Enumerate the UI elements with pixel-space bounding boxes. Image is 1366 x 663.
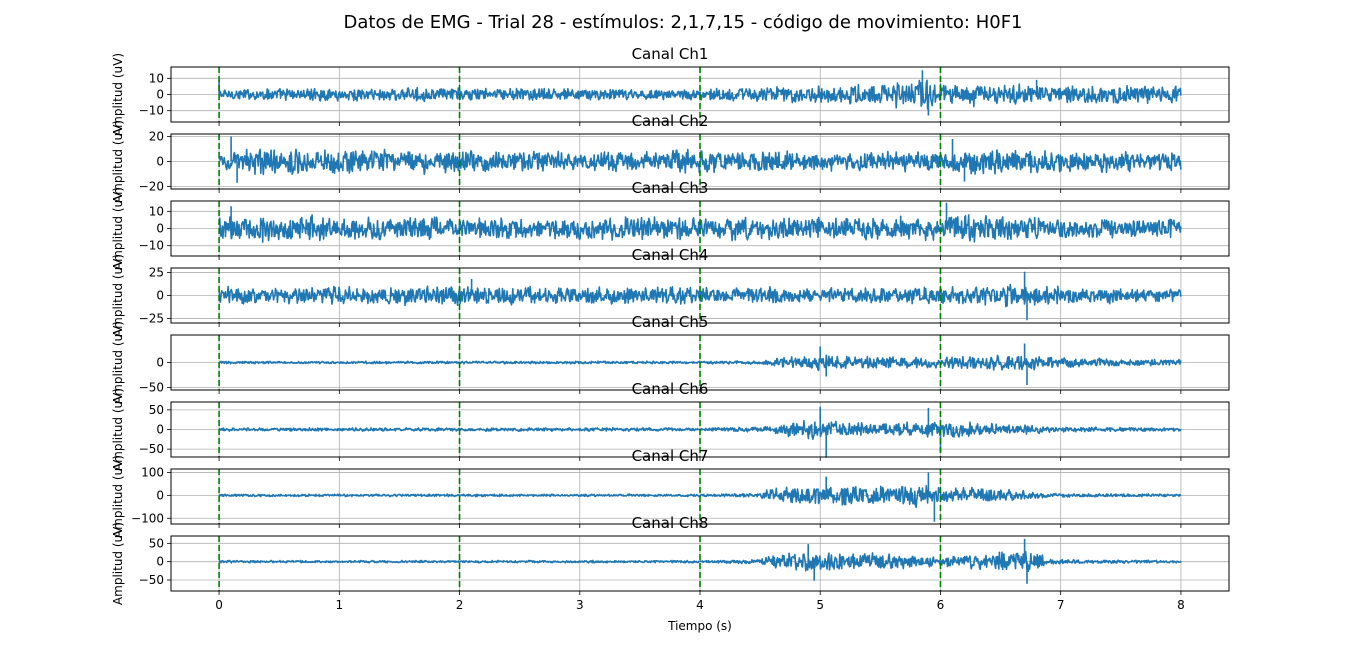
panel-title: Canal Ch6 — [632, 380, 709, 398]
y-tick-label: 0 — [156, 88, 164, 102]
x-tick-label: 3 — [576, 598, 584, 612]
signal-peak — [819, 406, 942, 458]
x-tick-label: 0 — [215, 598, 223, 612]
y-tick-label: 20 — [149, 130, 164, 144]
signal-line — [218, 551, 1182, 573]
panel-6: 50 0 −50 Canal Ch6 Amplitud (uV) — [111, 380, 1230, 471]
y-tick-label: −50 — [139, 381, 164, 395]
y-tick-label: 10 — [149, 204, 164, 218]
y-tick-label: 0 — [156, 289, 164, 303]
y-tick-label: 0 — [156, 222, 164, 236]
y-tick-label: 0 — [156, 555, 164, 569]
y-tick-label: −10 — [139, 239, 164, 253]
panel-title: Canal Ch3 — [632, 179, 709, 197]
x-tick-label: 8 — [1177, 598, 1185, 612]
y-tick-label: 100 — [141, 465, 164, 479]
panel-title: Canal Ch4 — [632, 246, 709, 264]
y-axis-label: Amplitud (uV) — [111, 321, 125, 404]
signal-peak — [807, 538, 1028, 584]
signal-peak — [819, 343, 1028, 385]
y-axis-label: Amplitud (uV) — [111, 455, 125, 538]
panel-title: Canal Ch2 — [632, 112, 709, 130]
panel-7: 100 0 −100 Canal Ch7 Amplitud (uV) — [111, 447, 1230, 538]
signal-peak — [470, 271, 1028, 321]
y-tick-label: −50 — [139, 442, 164, 456]
y-tick-label: 0 — [156, 155, 164, 169]
y-axis-label: Amplitud (uV) — [111, 522, 125, 605]
panel-title: Canal Ch7 — [632, 447, 709, 465]
y-tick-label: 0 — [156, 488, 164, 502]
y-tick-label: 50 — [149, 403, 164, 417]
x-axis-label: Tiempo (s) — [667, 619, 732, 633]
x-tick-label: 1 — [335, 598, 343, 612]
panel-title: Canal Ch1 — [632, 45, 709, 63]
signal-line — [218, 79, 1182, 110]
y-tick-label: 10 — [149, 71, 164, 85]
y-axis-label: Amplitud (uV) — [111, 120, 125, 203]
panel-title: Canal Ch5 — [632, 313, 709, 331]
signal-peak — [825, 472, 936, 522]
y-axis-label: Amplitud (uV) — [111, 254, 125, 337]
y-tick-label: 25 — [149, 266, 164, 280]
panel-3: 10 0 −10 Canal Ch3 Amplitud (uV) — [111, 179, 1230, 270]
y-tick-label: 0 — [156, 423, 164, 437]
x-tick-label: 4 — [696, 598, 704, 612]
panel-1: 10 0 −10 Canal Ch1 Amplitud (uV) — [111, 45, 1230, 136]
y-tick-label: −25 — [139, 311, 164, 325]
y-tick-label: −50 — [139, 573, 164, 587]
y-tick-label: −100 — [131, 511, 164, 525]
panel-4: 25 0 −25 Canal Ch4 Amplitud (uV) — [111, 246, 1230, 337]
y-axis-label: Amplitud (uV) — [111, 53, 125, 136]
panel-title: Canal Ch8 — [632, 514, 709, 532]
y-tick-label: 0 — [156, 356, 164, 370]
signal-peak — [230, 202, 948, 229]
x-tick-label: 6 — [937, 598, 945, 612]
panel-8: 50 0 −50 Canal Ch8 Amplitud (uV) 0 1 2 3 4 5 6 7 8 — [111, 514, 1230, 612]
y-tick-label: −20 — [139, 180, 164, 194]
panel-2: 20 0 −20 Canal Ch2 Amplitud (uV) — [111, 112, 1230, 203]
x-tick-label: 7 — [1057, 598, 1065, 612]
y-axis-label: Amplitud (uV) — [111, 187, 125, 270]
signal-peak — [230, 136, 966, 183]
signal-peak — [218, 70, 1038, 116]
panel-5: 0 −50 Canal Ch5 Amplitud (uV) — [111, 313, 1230, 404]
figure-title: Datos de EMG - Trial 28 - estímulos: 2,1… — [344, 12, 1023, 33]
y-tick-label: −10 — [139, 104, 164, 118]
x-tick-label: 2 — [456, 598, 464, 612]
y-tick-label: 50 — [149, 536, 164, 550]
x-tick-label: 5 — [816, 598, 824, 612]
y-axis-label: Amplitud (uV) — [111, 388, 125, 471]
